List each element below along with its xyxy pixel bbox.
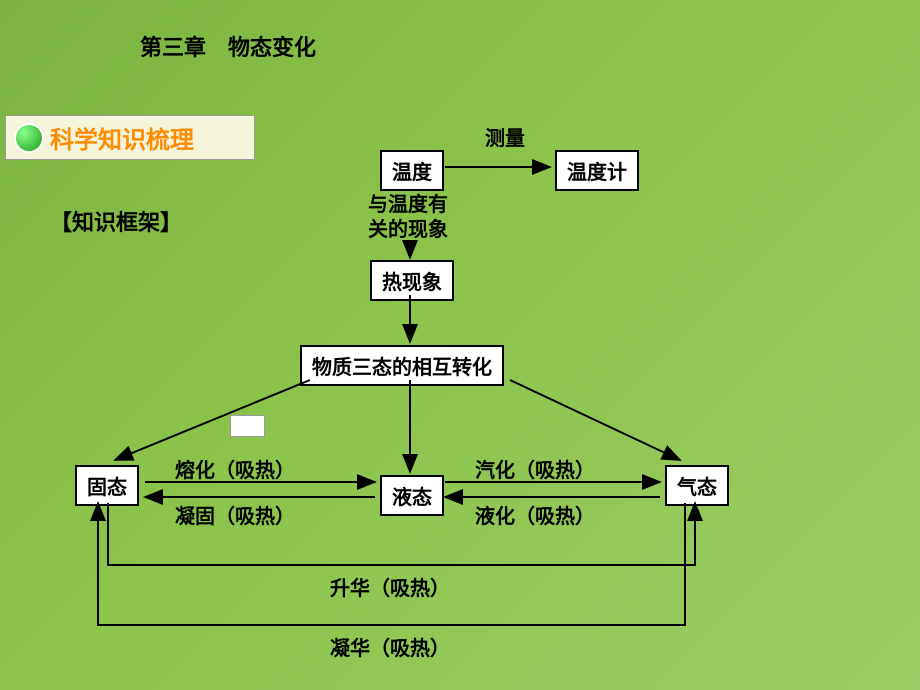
edge-sublime: 升华（吸热） bbox=[330, 572, 450, 601]
node-thermometer: 温度计 bbox=[555, 150, 639, 191]
node-gas: 气态 bbox=[665, 465, 729, 506]
node-liquid: 液态 bbox=[380, 475, 444, 516]
edge-deposit: 凝华（吸热） bbox=[330, 632, 450, 661]
edge-phenomena-2: 关的现象 bbox=[368, 213, 448, 242]
edge-liquefy: 液化（吸热） bbox=[475, 500, 595, 529]
edge-melting: 熔化（吸热） bbox=[175, 454, 295, 483]
small-box bbox=[230, 415, 265, 437]
chapter-title: 第三章 物态变化 bbox=[140, 30, 316, 62]
framework-label: 【知识框架】 bbox=[50, 205, 182, 237]
node-solid: 固态 bbox=[75, 465, 139, 506]
bullet-icon bbox=[14, 123, 44, 153]
section-banner: 科学知识梳理 bbox=[5, 115, 255, 160]
edge-solidify: 凝固（吸热） bbox=[175, 500, 295, 529]
banner-text: 科学知识梳理 bbox=[50, 120, 194, 155]
node-three-states: 物质三态的相互转化 bbox=[300, 345, 504, 386]
node-thermal-phenomena: 热现象 bbox=[370, 260, 454, 301]
node-temperature: 温度 bbox=[380, 150, 444, 191]
edge-vaporize: 汽化（吸热） bbox=[475, 454, 595, 483]
edge-measure: 测量 bbox=[485, 122, 525, 151]
